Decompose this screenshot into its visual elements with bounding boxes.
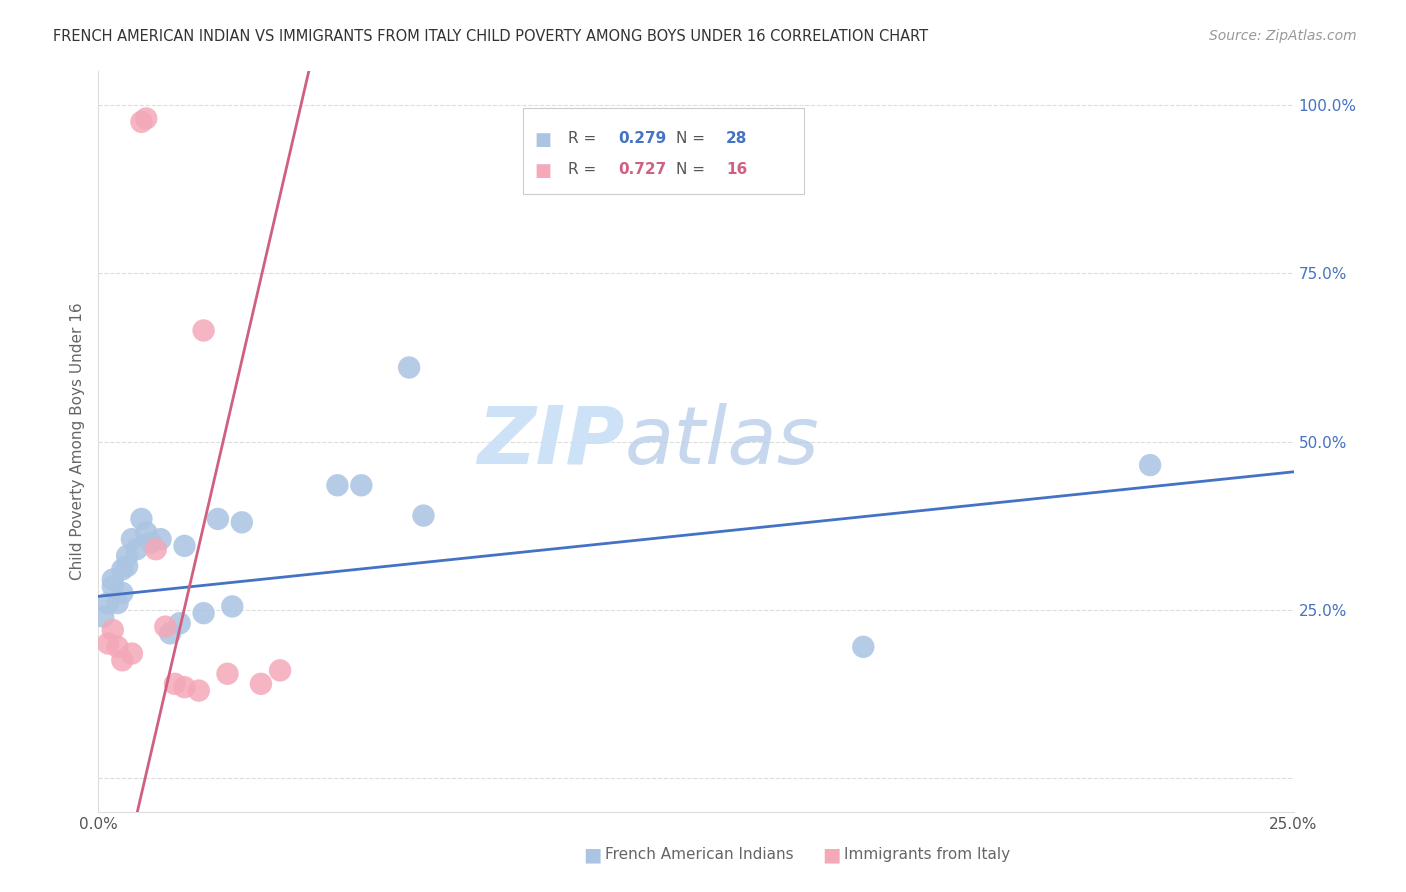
Text: R =: R = [568, 130, 602, 145]
Point [115, 549, 138, 563]
Point [217, 666, 239, 681]
Point [101, 623, 124, 637]
Text: 28: 28 [725, 130, 747, 145]
Point [1139, 458, 1161, 472]
Point [155, 619, 177, 633]
Point [111, 562, 134, 576]
Point [131, 115, 153, 129]
Point [159, 626, 181, 640]
Point [221, 599, 243, 614]
Point [207, 512, 229, 526]
Point [111, 586, 134, 600]
Point [173, 539, 195, 553]
Text: ZIP: ZIP [477, 402, 624, 481]
Point [350, 478, 373, 492]
Point [163, 677, 186, 691]
Text: ■: ■ [583, 845, 602, 864]
Point [135, 112, 157, 126]
Point [193, 324, 215, 338]
Text: French American Indians: French American Indians [605, 847, 793, 862]
Point [115, 559, 138, 574]
Point [398, 360, 420, 375]
Point [121, 532, 143, 546]
Point [269, 664, 291, 678]
Point [326, 478, 349, 492]
Point [107, 596, 129, 610]
Point [97, 636, 120, 650]
Point [107, 640, 129, 654]
Point [412, 508, 434, 523]
Point [135, 525, 157, 540]
Text: ■: ■ [534, 161, 551, 179]
Point [169, 616, 191, 631]
Y-axis label: Child Poverty Among Boys Under 16: Child Poverty Among Boys Under 16 [69, 302, 84, 581]
Point [231, 516, 253, 530]
Point [145, 542, 167, 557]
Text: 0.727: 0.727 [619, 161, 666, 177]
Text: R =: R = [568, 161, 602, 177]
Point [101, 573, 124, 587]
Text: 16: 16 [725, 161, 747, 177]
Point [125, 542, 148, 557]
Point [149, 532, 172, 546]
Point [852, 640, 875, 654]
Text: Immigrants from Italy: Immigrants from Italy [844, 847, 1010, 862]
Point [91, 609, 114, 624]
Text: N =: N = [676, 130, 710, 145]
Text: 0.279: 0.279 [619, 130, 666, 145]
Point [131, 512, 153, 526]
Text: atlas: atlas [624, 402, 820, 481]
Point [173, 680, 195, 694]
Point [111, 653, 134, 667]
Point [101, 579, 124, 593]
Text: ■: ■ [823, 845, 841, 864]
Text: FRENCH AMERICAN INDIAN VS IMMIGRANTS FROM ITALY CHILD POVERTY AMONG BOYS UNDER 1: FRENCH AMERICAN INDIAN VS IMMIGRANTS FRO… [53, 29, 928, 44]
Point [187, 683, 209, 698]
Point [97, 596, 120, 610]
Point [250, 677, 273, 691]
Point [193, 606, 215, 620]
Bar [523, 109, 804, 194]
Text: Source: ZipAtlas.com: Source: ZipAtlas.com [1209, 29, 1357, 43]
Text: ■: ■ [534, 130, 551, 149]
Text: N =: N = [676, 161, 710, 177]
Point [121, 647, 143, 661]
Point [139, 535, 162, 549]
